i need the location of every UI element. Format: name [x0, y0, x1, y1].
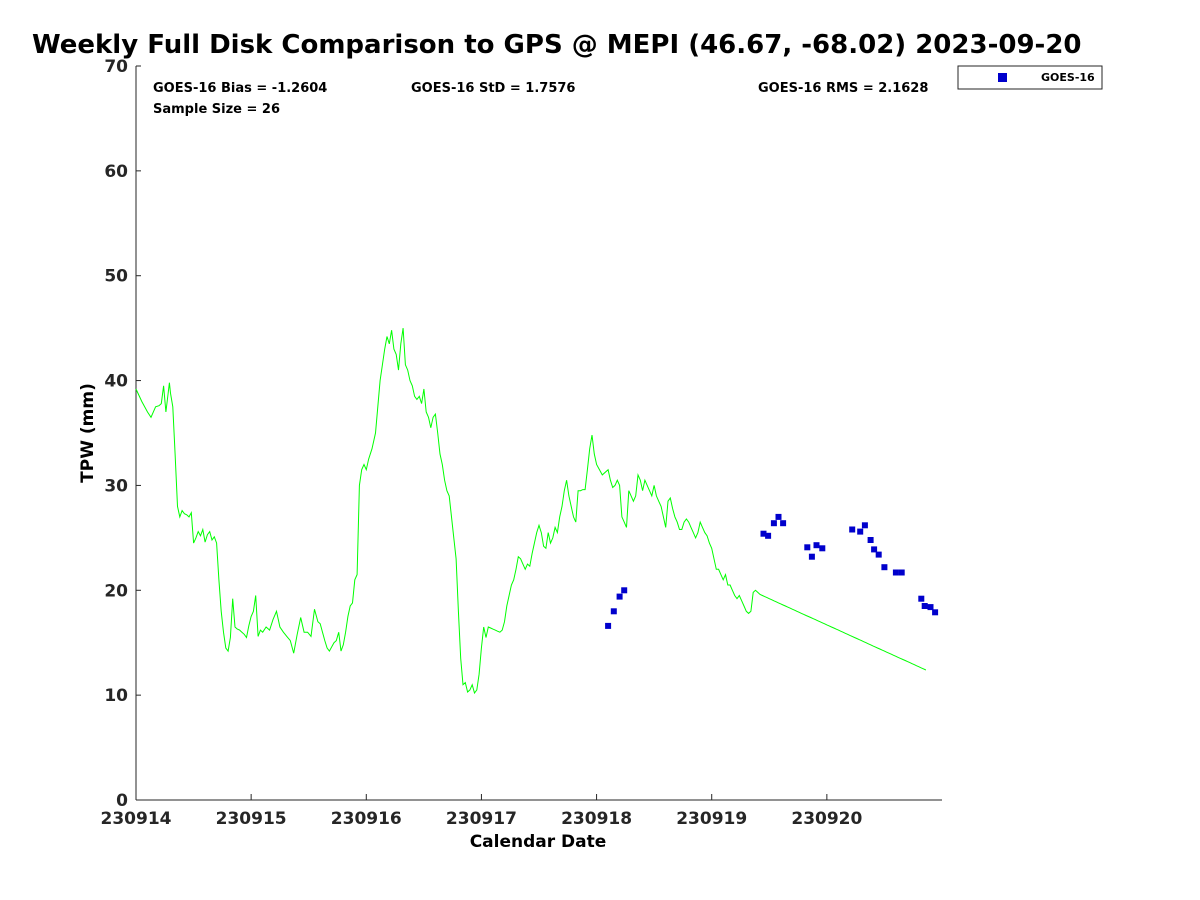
y-tick-label: 10 [104, 686, 128, 706]
goes16-point [621, 587, 628, 594]
chart-title: Weekly Full Disk Comparison to GPS @ MEP… [32, 30, 1082, 60]
std-annotation: GOES-16 StD = 1.7576 [411, 81, 575, 96]
goes16-point [610, 608, 617, 615]
goes16-point [605, 622, 612, 629]
goes16-point [881, 564, 888, 571]
goes16-point [819, 545, 826, 552]
y-tick-label: 30 [104, 476, 128, 496]
bias-annotation: GOES-16 Bias = -1.2604 [153, 81, 327, 96]
gps-line-path [135, 328, 927, 695]
goes16-point [932, 609, 939, 616]
goes16-point [780, 520, 787, 527]
legend-box [957, 65, 1103, 90]
y-tick-label: 0 [116, 791, 128, 811]
x-tick-label: 230916 [331, 809, 402, 829]
goes16-point [808, 553, 815, 560]
goes16-point [898, 569, 905, 576]
goes16-point [770, 520, 777, 527]
goes16-point [849, 526, 856, 533]
goes16-point [892, 569, 899, 576]
goes16-point [775, 513, 782, 520]
goes16-point [871, 546, 878, 553]
x-tick-label: 230914 [101, 809, 172, 829]
goes16-point [804, 544, 811, 551]
y-tick-label: 50 [104, 267, 128, 287]
x-axis-label: Calendar Date [470, 832, 607, 852]
y-tick-label: 20 [104, 581, 128, 601]
gps-series-line [135, 328, 927, 695]
goes16-point [921, 603, 928, 609]
y-ticks: 0 10 20 30 40 50 60 70 [104, 57, 141, 811]
legend-marker-goes16 [998, 73, 1007, 82]
goes16-point [616, 593, 623, 600]
goes16-point [867, 537, 874, 543]
x-tick-label: 230920 [791, 809, 862, 829]
y-tick-label: 40 [104, 372, 128, 392]
y-tick-label: 60 [104, 162, 128, 182]
x-tick-label: 230915 [216, 809, 287, 829]
y-tick-label: 70 [104, 57, 128, 77]
goes16-point [760, 530, 767, 537]
y-axis-label: TPW (mm) [78, 383, 98, 483]
goes16-point [918, 595, 925, 602]
goes16-point [765, 532, 772, 539]
legend-label-goes16: GOES-16 [1041, 71, 1095, 84]
goes16-point [861, 522, 868, 529]
legend: GOES-16 [957, 65, 1103, 90]
goes16-point [813, 542, 820, 549]
x-tick-label: 230919 [676, 809, 747, 829]
x-tick-label: 230918 [561, 809, 632, 829]
sample-size-annotation: Sample Size = 26 [153, 102, 280, 117]
x-ticks: 230914 230915 230916 230917 230918 230919 2309… [101, 794, 863, 829]
rms-annotation: GOES-16 RMS = 2.1628 [758, 81, 928, 96]
goes16-point [857, 528, 864, 535]
goes16-series-points [605, 513, 939, 629]
goes16-point [927, 604, 934, 611]
x-tick-label: 230917 [446, 809, 517, 829]
goes16-point [875, 551, 882, 558]
